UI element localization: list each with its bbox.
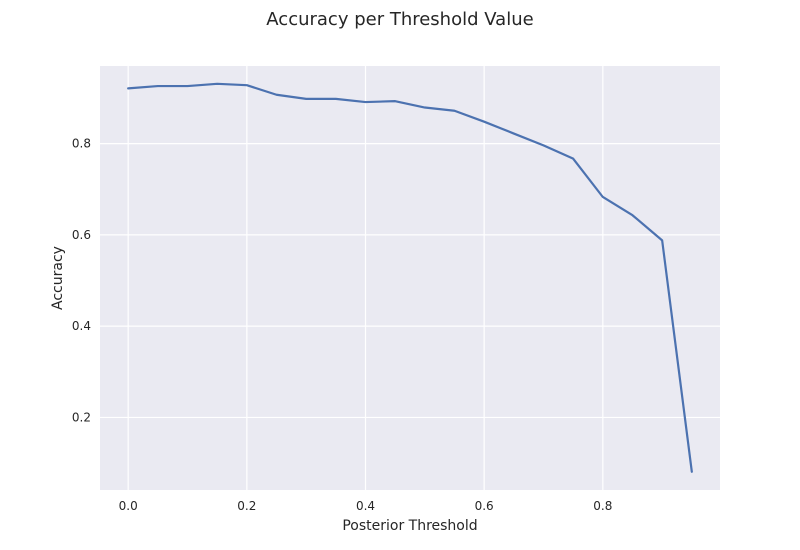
x-tick-labels: 0.0 0.2 0.4 0.6 0.8 [119,499,613,513]
y-tick-labels: 0.2 0.4 0.6 0.8 [72,137,91,425]
x-axis-label: Posterior Threshold [342,518,477,534]
x-tick-label: 0.2 [237,499,256,513]
y-gridlines [100,142,720,419]
x-tick-label: 0.4 [356,499,375,513]
y-tick-label: 0.8 [72,137,91,151]
chart-title: Accuracy per Threshold Value [266,9,533,30]
y-tick-label: 0.4 [72,319,91,333]
y-tick-label: 0.2 [72,410,91,424]
x-tick-label: 0.0 [119,499,138,513]
x-gridlines [127,66,604,490]
plot-area [100,66,720,490]
x-tick-label: 0.6 [475,499,494,513]
accuracy-series-line [127,82,693,473]
x-tick-label: 0.8 [593,499,612,513]
y-axis-label: Accuracy [50,246,66,310]
y-tick-label: 0.6 [72,228,91,242]
